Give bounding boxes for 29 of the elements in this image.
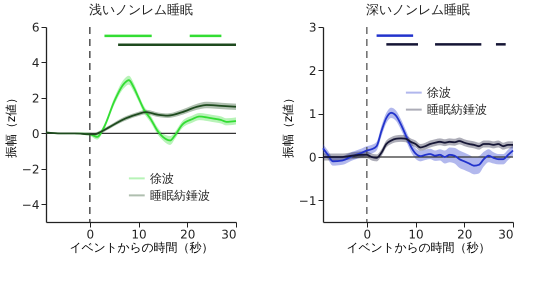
y-tick-label: −4 (22, 198, 40, 212)
y-tick-label: 4 (32, 56, 40, 70)
x-tick-label: 10 (131, 228, 147, 242)
x-tick-label: 30 (498, 228, 514, 242)
y-tick-label: 3 (308, 20, 316, 34)
y-tick-label: −1 (298, 194, 316, 208)
x-tick-label: 0 (364, 228, 372, 242)
x-axis-title: イベントからの時間（秒） (346, 240, 490, 254)
y-tick-label: 2 (308, 64, 316, 78)
legend-label: 徐波 (426, 86, 451, 100)
x-tick-label: 20 (180, 228, 196, 242)
y-tick-label: 6 (32, 20, 40, 34)
y-axis-title: 振幅（z値） (280, 92, 295, 158)
y-tick-label: 0 (32, 126, 40, 141)
y-tick-label: 0 (308, 150, 316, 164)
x-axis-title: イベントからの時間（秒） (70, 240, 214, 254)
legend-label: 徐波 (150, 171, 174, 186)
x-tick-label: 30 (221, 228, 236, 242)
y-axis-title: 振幅（z値） (4, 92, 18, 158)
legend-label: 睡眠紡錘波 (150, 188, 210, 202)
y-tick-label: −2 (22, 162, 40, 176)
x-tick-label: 10 (408, 228, 424, 242)
y-tick-label: 2 (32, 91, 40, 106)
x-tick-label: 20 (457, 228, 472, 242)
legend-label: 睡眠紡錘波 (426, 102, 487, 117)
chart-title: 深いノンレム睡眠 (366, 3, 470, 18)
x-tick-label: 0 (86, 228, 94, 242)
chart-title: 浅いノンレム睡眠 (89, 3, 193, 18)
y-tick-label: 1 (308, 107, 316, 122)
